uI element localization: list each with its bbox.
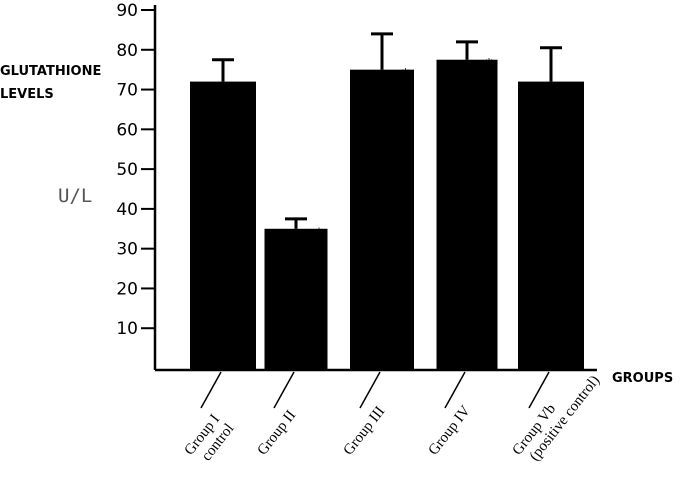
category-label-line1: Group III	[341, 404, 389, 459]
category-label: Group Vb(positive control)	[510, 373, 604, 465]
y-axis-unit-label: U/L	[58, 185, 92, 207]
bar	[436, 59, 498, 370]
y-tick-label: 60	[116, 120, 138, 140]
y-axis: 10 20 30 40 50 60 70 80 90	[116, 1, 157, 370]
y-tick-label: 40	[116, 200, 138, 220]
y-tick-label: 80	[116, 41, 138, 61]
y-axis-title-line1: GLUTATHIONE	[0, 64, 101, 79]
x-axis-title: GROUPS	[612, 371, 673, 386]
significance-marker: *	[402, 67, 409, 83]
category-label-line1: Group IV	[426, 403, 474, 459]
category-connector	[444, 371, 466, 409]
category-connector	[200, 371, 222, 409]
category-connector	[273, 371, 295, 409]
y-tick-label: 10	[116, 319, 138, 339]
category-label-line1: Group II	[255, 408, 300, 459]
bar	[518, 81, 584, 370]
category-connector	[528, 371, 550, 409]
significance-marker: *	[316, 226, 323, 242]
category-label: Group III	[341, 404, 389, 459]
y-tick-label: 90	[116, 1, 138, 21]
y-ticks: 10 20 30 40 50 60 70 80 90	[116, 1, 155, 339]
bar	[350, 69, 414, 371]
y-tick-label: 70	[116, 81, 138, 101]
bar	[190, 81, 256, 370]
y-tick-label: 20	[116, 279, 138, 299]
y-axis-title-line2: LEVELS	[0, 87, 54, 102]
category-label: Group IV	[426, 403, 474, 459]
y-tick-label: 30	[116, 240, 138, 260]
y-tick-label: 50	[116, 160, 138, 180]
category-connector	[359, 371, 381, 409]
significance-marker: *	[486, 57, 493, 73]
category-label: Group II	[255, 408, 300, 459]
bar	[264, 228, 328, 370]
bars: * * *	[190, 32, 584, 371]
